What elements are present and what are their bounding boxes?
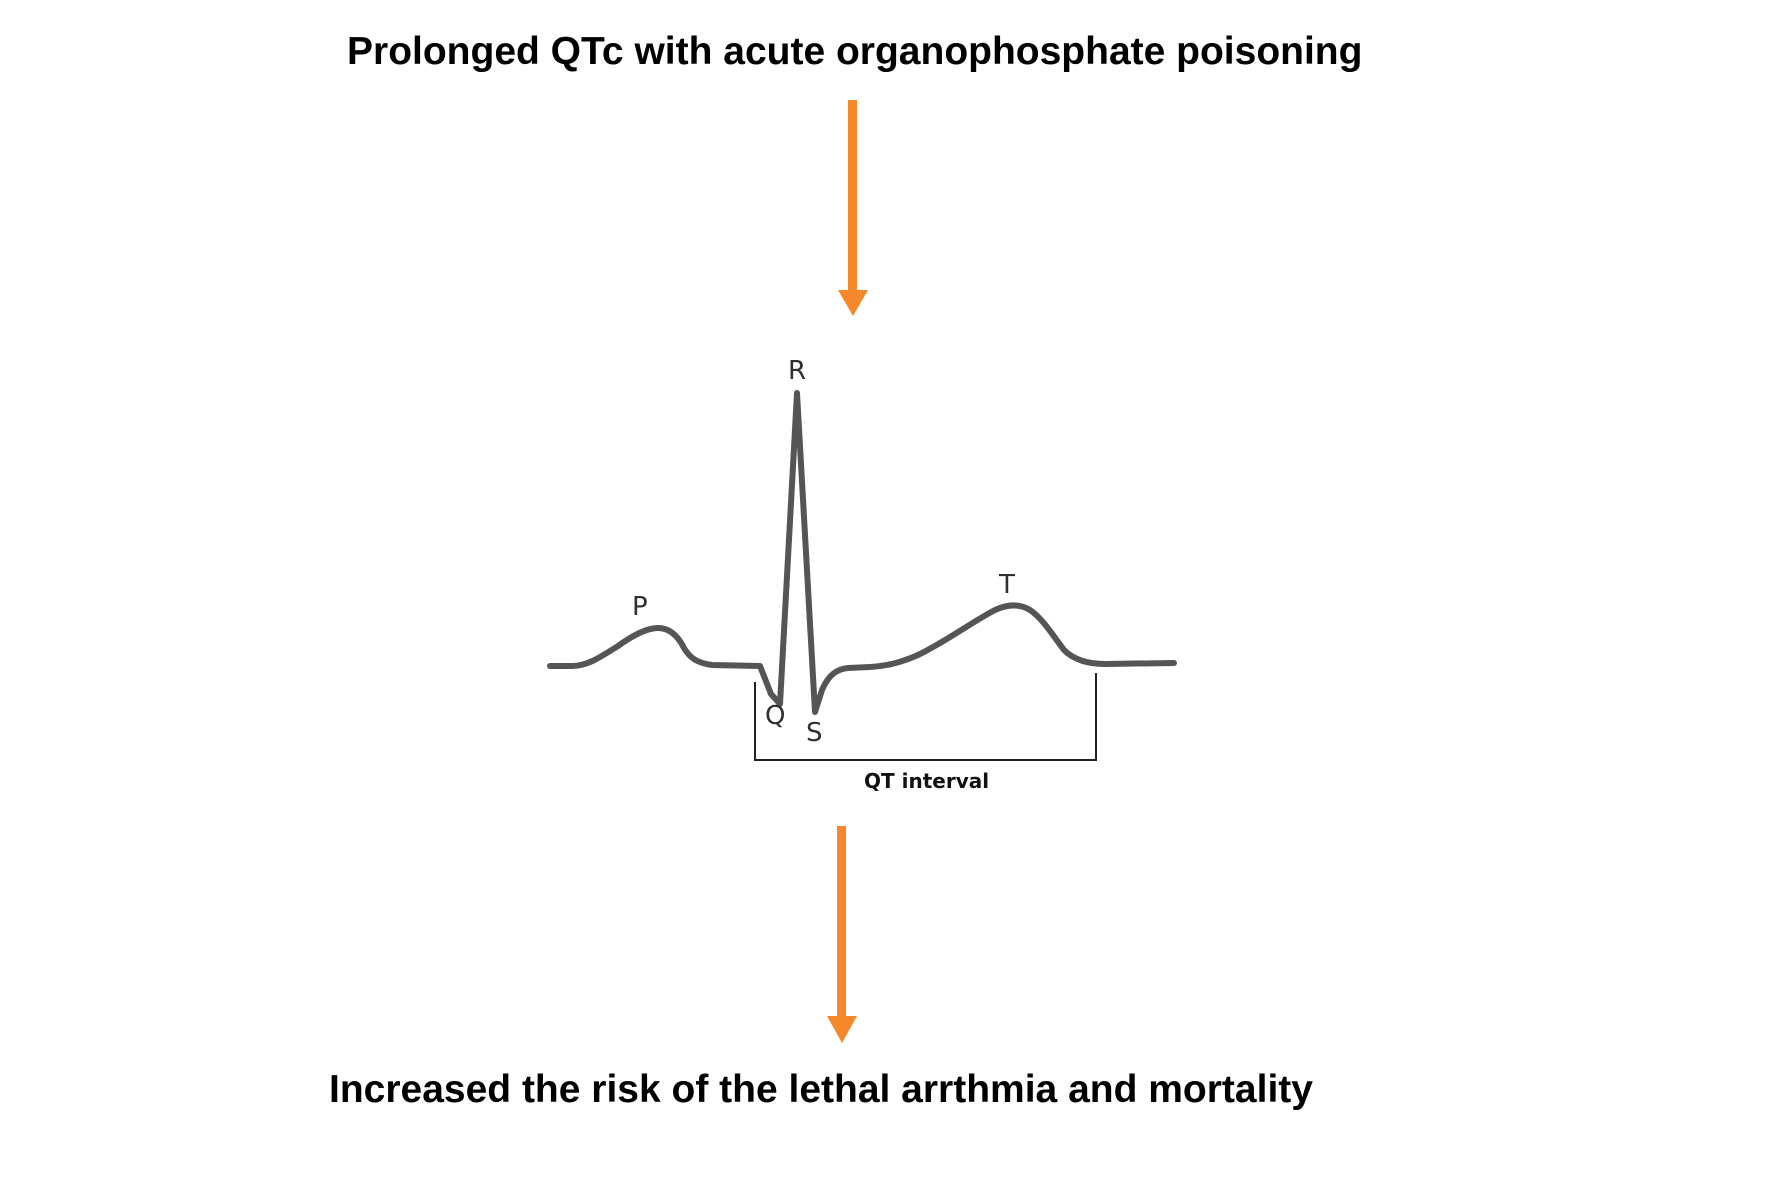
q-wave-label: Q — [765, 701, 785, 731]
top-down-arrow — [838, 100, 868, 316]
qt-interval-bracket — [754, 673, 1097, 761]
r-wave-label: R — [788, 356, 806, 386]
s-wave-label: S — [806, 718, 823, 748]
ecg-trace — [547, 390, 1177, 715]
p-wave-label: P — [632, 592, 648, 622]
qt-interval-label: QT interval — [864, 769, 989, 793]
bottom-down-arrow — [827, 826, 857, 1043]
bottom-statement: Increased the risk of the lethal arrthmi… — [329, 1068, 1313, 1111]
t-wave-label: T — [998, 570, 1015, 600]
top-statement: Prolonged QTc with acute organophosphate… — [347, 30, 1363, 73]
